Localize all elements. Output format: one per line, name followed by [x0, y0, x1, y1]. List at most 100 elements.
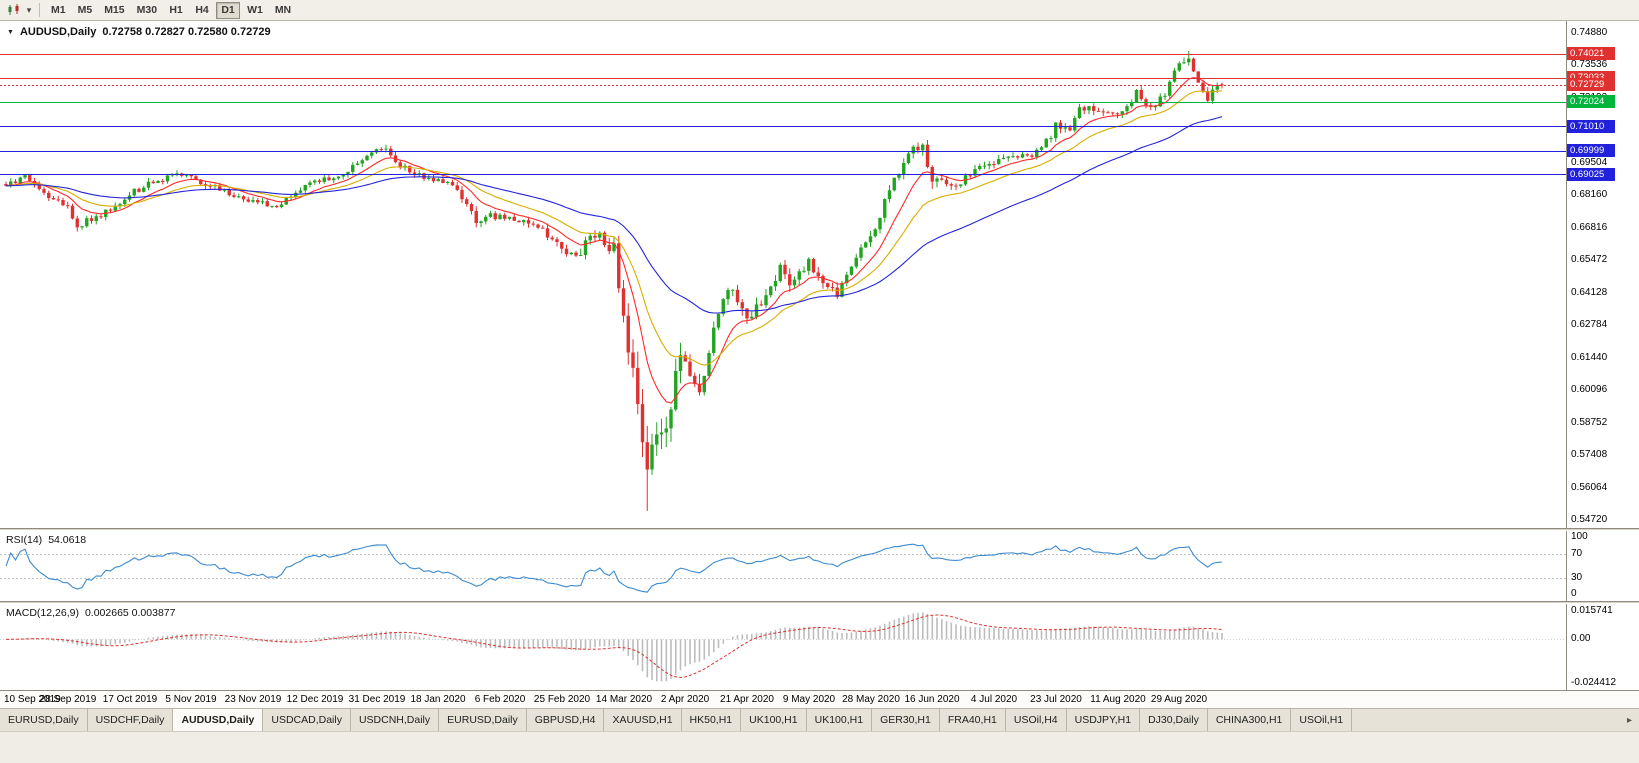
timeframe-button-h1[interactable]: H1: [169, 3, 183, 16]
date-tick: 14 Mar 2020: [595, 694, 653, 705]
main-chart-canvas[interactable]: [0, 21, 1566, 528]
chart-tab-usoil-h1[interactable]: USOil,H1: [1291, 709, 1353, 731]
rsi-value: 54.0618: [48, 534, 87, 546]
rsi-axis: 100 70 30 0: [1567, 531, 1639, 601]
chart-tab-gbpusd-h4[interactable]: GBPUSD,H4: [526, 709, 605, 731]
status-strip: [0, 731, 1639, 763]
chart-title: ▼ AUDUSD,Daily 0.72758 0.72827 0.72580 0…: [7, 26, 271, 38]
chart-tab-bar: EURUSD,Daily USDCHF,Daily AUDUSD,Daily USDC…: [0, 708, 1639, 731]
dropdown-caret-icon[interactable]: ▾: [26, 4, 32, 15]
price-tick: 0.58752: [1571, 417, 1608, 428]
timeframe-button-m30[interactable]: M30: [136, 3, 158, 16]
date-tick: 25 Feb 2020: [533, 694, 591, 705]
toolbar-separator: [39, 3, 40, 17]
rsi-tick: 30: [1571, 572, 1583, 583]
chart-tab-uk100-h1[interactable]: UK100,H1: [806, 709, 873, 731]
chart-tab-usdcnh-daily[interactable]: USDCNH,Daily: [350, 709, 440, 731]
rsi-panel: RSI(14) 54.0618 100 70 30 0: [0, 531, 1639, 601]
macd-tick: 0.00: [1571, 633, 1591, 644]
price-axis[interactable]: 0.748800.735360.721920.708480.695040.681…: [1567, 21, 1639, 528]
price-tick: 0.56064: [1571, 482, 1608, 493]
chart-tab-eurusd-daily[interactable]: EURUSD,Daily: [439, 709, 527, 731]
price-level-label: 0.74021: [1567, 47, 1615, 60]
timeframe-toolbar: M1 M5 M15 M30 H1 H4 D1 W1 MN: [45, 1, 297, 19]
chart-tab-dj30-daily[interactable]: DJ30,Daily: [1140, 709, 1208, 731]
chart-tab-uk100-h1[interactable]: UK100,H1: [741, 709, 807, 731]
price-tick: 0.54720: [1571, 514, 1608, 525]
timeframe-button-d1[interactable]: D1: [216, 1, 241, 19]
timeframe-button-mn[interactable]: MN: [274, 3, 292, 16]
macd-header: MACD(12,26,9) 0.002665 0.003877: [6, 607, 175, 619]
timeframe-button-w1[interactable]: W1: [247, 3, 263, 16]
date-tick: 2 Apr 2020: [660, 694, 710, 705]
chart-ohlc-values: 0.72758 0.72827 0.72580 0.72729: [102, 26, 271, 38]
chart-tab-ger30-h1[interactable]: GER30,H1: [872, 709, 940, 731]
price-level-label: 0.72729: [1567, 78, 1615, 91]
rsi-canvas[interactable]: [0, 531, 1566, 601]
panel-separator[interactable]: [0, 601, 1639, 604]
timeframe-button-m1[interactable]: M1: [51, 3, 66, 16]
timeframe-button-h4[interactable]: H4: [195, 3, 209, 16]
price-level-label: 0.69999: [1567, 144, 1615, 157]
chart-tab-usdchf-daily[interactable]: USDCHF,Daily: [87, 709, 174, 731]
macd-values: 0.002665 0.003877: [84, 607, 176, 619]
price-tick: 0.73536: [1571, 59, 1608, 70]
date-tick: 23 Nov 2019: [224, 694, 282, 705]
price-tick: 0.64128: [1571, 287, 1608, 298]
timeframe-button-m5[interactable]: M5: [77, 3, 93, 16]
main-chart-panel: ▼ AUDUSD,Daily 0.72758 0.72827 0.72580 0…: [0, 21, 1639, 528]
macd-tick: 0.015741: [1571, 605, 1613, 616]
price-level-label: 0.69025: [1567, 168, 1615, 181]
date-tick: 6 Feb 2020: [474, 694, 526, 705]
chart-tab-fra40-h1[interactable]: FRA40,H1: [939, 709, 1006, 731]
date-tick: 31 Dec 2019: [348, 694, 406, 705]
macd-axis: 0.015741 0.00 -0.024412: [1567, 604, 1639, 690]
price-level-label: 0.71010: [1567, 120, 1615, 133]
chart-tab-audusd-daily[interactable]: AUDUSD,Daily: [173, 709, 264, 731]
price-tick: 0.68160: [1571, 189, 1608, 200]
date-tick: 23 Jul 2020: [1030, 694, 1082, 705]
rsi-tick: 70: [1571, 548, 1583, 559]
price-level-label: 0.72024: [1567, 95, 1615, 108]
date-tick: 11 Aug 2020: [1090, 694, 1146, 705]
chart-tab-usdcad-daily[interactable]: USDCAD,Daily: [263, 709, 351, 731]
date-tick: 9 May 2020: [782, 694, 836, 705]
date-tick: 21 Apr 2020: [720, 694, 774, 705]
chart-tab-china300-h1[interactable]: CHINA300,H1: [1207, 709, 1292, 731]
price-tick: 0.57408: [1571, 449, 1608, 460]
macd-panel: MACD(12,26,9) 0.002665 0.003877 0.015741…: [0, 604, 1639, 690]
date-tick: 17 Oct 2019: [102, 694, 158, 705]
date-tick: 29 Aug 2020: [1150, 694, 1208, 705]
macd-canvas[interactable]: [0, 604, 1566, 690]
panel-separator[interactable]: [0, 528, 1639, 531]
date-tick: 16 Jun 2020: [904, 694, 960, 705]
axis-border: [1566, 21, 1567, 690]
rsi-header: RSI(14) 54.0618: [6, 534, 86, 546]
date-tick: 28 Sep 2019: [39, 694, 97, 705]
rsi-tick: 100: [1571, 531, 1588, 542]
chart-tab-hk50-h1[interactable]: HK50,H1: [681, 709, 742, 731]
chart-tab-usoil-h4[interactable]: USOil,H4: [1005, 709, 1067, 731]
time-axis[interactable]: 10 Sep 2019 28 Sep 2019 17 Oct 2019 5 Nov 2…: [0, 690, 1639, 708]
chart-tab-usdjpy-h1[interactable]: USDJPY,H1: [1066, 709, 1141, 731]
chart-type-icon[interactable]: [4, 2, 24, 18]
toolbar: ▾ M1 M5 M15 M30 H1 H4 D1 W1 MN: [0, 0, 1639, 21]
chart-tab-eurusd-daily[interactable]: EURUSD,Daily: [0, 709, 88, 731]
chart-tab-xauusd-h1[interactable]: XAUUSD,H1: [604, 709, 682, 731]
chart-symbol-period: AUDUSD,Daily: [19, 26, 97, 38]
date-tick: 12 Dec 2019: [286, 694, 344, 705]
price-tick: 0.61440: [1571, 352, 1608, 363]
rsi-label: RSI(14): [6, 534, 43, 546]
collapse-triangle-icon[interactable]: ▼: [7, 28, 14, 36]
date-tick: 28 May 2020: [842, 694, 900, 705]
date-tick: 10 Sep 2019: [4, 694, 61, 705]
timeframe-button-m15[interactable]: M15: [104, 3, 125, 16]
price-tick: 0.66816: [1571, 222, 1608, 233]
macd-label: MACD(12,26,9): [6, 607, 79, 619]
tab-scroll-right-icon[interactable]: ▸: [1626, 714, 1632, 726]
price-tick: 0.74880: [1571, 27, 1608, 38]
macd-tick: -0.024412: [1571, 677, 1617, 688]
price-tick: 0.60096: [1571, 384, 1608, 395]
date-tick: 4 Jul 2020: [970, 694, 1018, 705]
